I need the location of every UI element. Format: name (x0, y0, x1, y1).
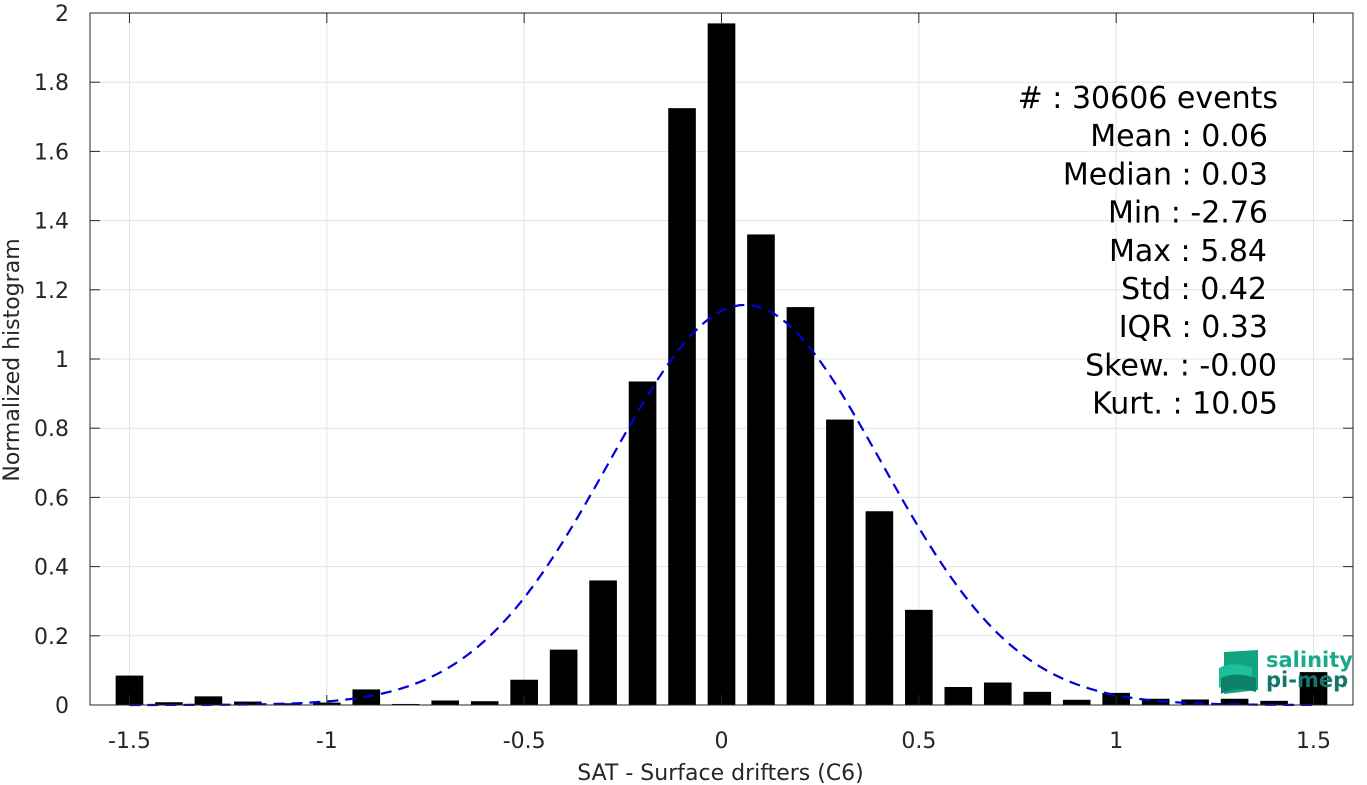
y-tick-label: 0.8 (34, 417, 69, 442)
y-tick-label: 0.2 (34, 625, 69, 650)
histogram-bar (628, 381, 657, 705)
histogram-bar (983, 682, 1012, 705)
logo-text-salinity: salinity (1266, 648, 1353, 672)
histogram-bar (1260, 700, 1288, 705)
stat-line: # : 30606 events (1018, 81, 1278, 116)
x-tick-label: 0 (715, 729, 729, 754)
histogram-bar (944, 687, 973, 705)
histogram-bar (668, 108, 696, 705)
stat-line: Kurt. : 10.05 (1092, 387, 1278, 422)
y-tick-label: 1.6 (34, 140, 69, 165)
histogram-bar (747, 234, 775, 705)
x-axis-label: SAT - Surface drifters (C6) (577, 761, 864, 785)
y-tick-label: 1.4 (34, 210, 69, 235)
histogram-bar (865, 511, 894, 705)
x-tick-label: 1 (1109, 729, 1123, 754)
histogram-bar (1220, 698, 1249, 705)
x-tick-label: -0.5 (503, 729, 546, 754)
stat-line: Min : -2.76 (1108, 196, 1268, 231)
histogram-bar (155, 702, 183, 705)
x-tick-label: 1.5 (1296, 729, 1331, 754)
histogram-bar (589, 580, 617, 705)
logo-text-pimep: pi-mep (1266, 668, 1348, 692)
y-tick-label: 1.8 (34, 71, 69, 96)
histogram-bar (234, 701, 262, 705)
histogram-bar (786, 307, 815, 705)
y-tick-labels: 0 0.2 0.4 0.6 0.8 1 1.2 1.4 1.6 1.8 2 (34, 2, 69, 719)
salinity-pimep-logo: salinity pi-mep (1219, 648, 1353, 694)
stat-line: Std : 0.42 (1121, 272, 1267, 307)
x-tick-label: -1 (316, 729, 338, 754)
stat-line: Skew. : -0.00 (1085, 348, 1277, 383)
y-tick-label: 2 (55, 2, 69, 27)
histogram-bar (194, 696, 223, 705)
gaussian-fit-line (129, 303, 1314, 707)
histogram-bar (1141, 698, 1170, 705)
stat-line: Mean : 0.06 (1090, 119, 1268, 154)
logo-emblem (1219, 650, 1258, 694)
histogram-bar (431, 700, 460, 705)
x-tick-label: 0.5 (901, 729, 936, 754)
stat-line: Median : 0.03 (1063, 157, 1268, 192)
histogram-bar (470, 701, 499, 705)
histogram-bar (707, 23, 736, 705)
x-tick-labels: -1.5 -1 -0.5 0 0.5 1 1.5 (108, 729, 1331, 754)
histogram-bar (905, 609, 933, 705)
stat-line: IQR : 0.33 (1119, 310, 1268, 345)
y-tick-label: 0 (55, 694, 69, 719)
y-axis-label: Normalized histogram (0, 238, 25, 481)
stat-line: Max : 5.84 (1109, 234, 1267, 269)
x-tick-label: -1.5 (108, 729, 151, 754)
histogram-bar (1023, 691, 1052, 705)
histogram-bar (273, 703, 302, 705)
axis-ticks (90, 12, 1353, 706)
y-tick-label: 1.2 (34, 279, 69, 304)
histogram-bar (826, 419, 854, 705)
y-tick-label: 1 (55, 348, 69, 373)
histogram-bar (1062, 699, 1091, 705)
histogram-bar (391, 703, 420, 705)
histogram-bar (549, 649, 578, 705)
y-tick-label: 0.4 (34, 556, 69, 581)
y-tick-label: 0.6 (34, 486, 69, 511)
